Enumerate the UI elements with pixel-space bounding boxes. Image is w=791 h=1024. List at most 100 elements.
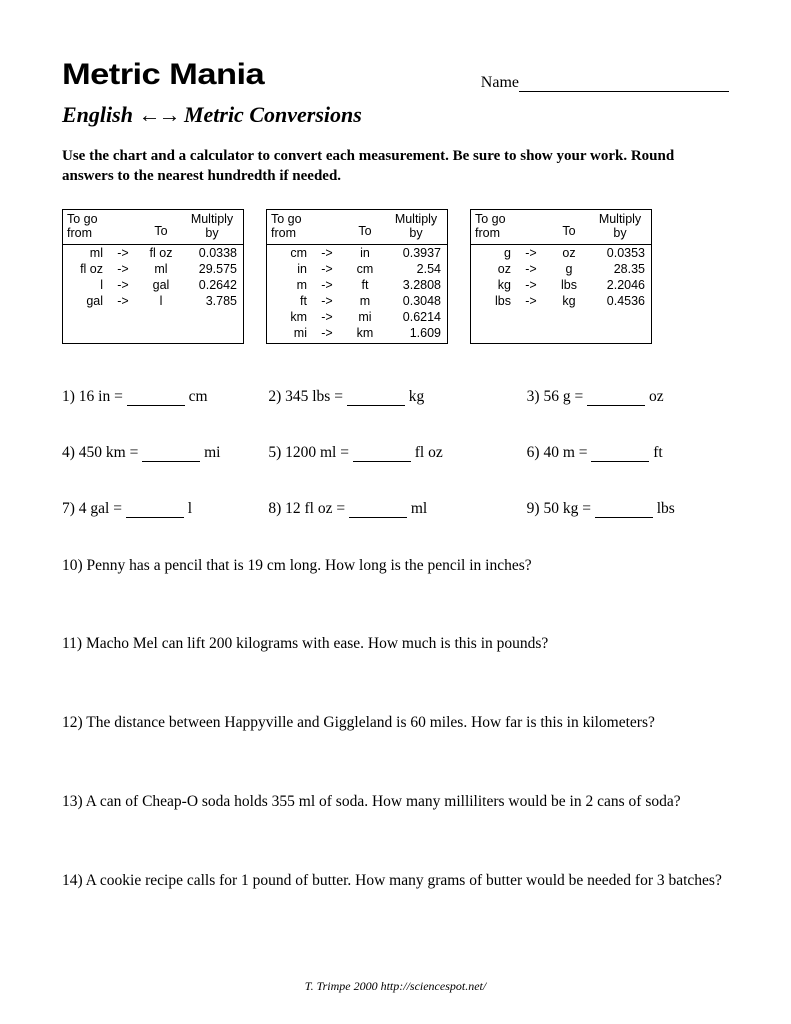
- problem: 8) 12 fl oz = ml: [264, 500, 470, 518]
- chart-row: km->mi0.6214: [267, 309, 447, 325]
- to-unit: gal: [139, 277, 183, 293]
- multiplier: 3.785: [183, 293, 243, 309]
- chart-row: l->gal0.2642: [63, 277, 243, 293]
- word-problem: 10) Penny has a pencil that is 19 cm lon…: [62, 556, 729, 577]
- worksheet-page: Metric Mania Name English ←→ Metric Conv…: [0, 0, 791, 1024]
- chart-row: in->cm2.54: [267, 261, 447, 277]
- to-unit: g: [547, 261, 591, 277]
- arrow-icon: ->: [107, 277, 139, 293]
- chart-row: kg->lbs2.2046: [471, 277, 651, 293]
- from-unit: l: [63, 277, 107, 293]
- multiplier: 2.54: [387, 261, 447, 277]
- problem: 6) 40 m = ft: [471, 444, 729, 462]
- chart-head-from: To gofrom: [471, 210, 515, 244]
- to-unit: ft: [343, 277, 387, 293]
- multiplier: 0.4536: [591, 293, 651, 309]
- from-unit: cm: [267, 245, 311, 261]
- arrow-icon: ->: [311, 309, 343, 325]
- arrow-icon: ->: [515, 277, 547, 293]
- from-unit: ft: [267, 293, 311, 309]
- problem: 2) 345 lbs = kg: [264, 388, 470, 406]
- arrow-icon: ->: [311, 325, 343, 341]
- short-problems: 1) 16 in = cm2) 345 lbs = kg3) 56 g = oz…: [62, 388, 729, 518]
- from-unit: ml: [63, 245, 107, 261]
- subtitle-right: Metric Conversions: [184, 102, 362, 127]
- logo-title: Metric Mania: [62, 58, 264, 92]
- from-unit: km: [267, 309, 311, 325]
- problem: 1) 16 in = cm: [62, 388, 264, 406]
- answer-blank: [595, 503, 653, 518]
- answer-blank: [349, 503, 407, 518]
- subtitle: English ←→ Metric Conversions: [62, 102, 729, 128]
- from-unit: m: [267, 277, 311, 293]
- to-unit: km: [343, 325, 387, 341]
- multiplier: 0.6214: [387, 309, 447, 325]
- multiplier: 0.2642: [183, 277, 243, 293]
- problem: 5) 1200 ml = fl oz: [264, 444, 470, 462]
- chart-row: m->ft3.2808: [267, 277, 447, 293]
- arrow-icon: ->: [107, 293, 139, 309]
- from-unit: kg: [471, 277, 515, 293]
- chart-head-to: To: [139, 210, 183, 244]
- arrow-icon: ->: [311, 293, 343, 309]
- conversion-chart: To gofromToMultiplybycm->in0.3937in->cm2…: [266, 209, 448, 344]
- problem: 4) 450 km = mi: [62, 444, 264, 462]
- header: Metric Mania Name: [62, 58, 729, 92]
- to-unit: mi: [343, 309, 387, 325]
- name-label: Name: [481, 74, 519, 91]
- to-unit: ml: [139, 261, 183, 277]
- multiplier: 28.35: [591, 261, 651, 277]
- chart-row: lbs->kg0.4536: [471, 293, 651, 309]
- to-unit: lbs: [547, 277, 591, 293]
- multiplier: 0.0338: [183, 245, 243, 261]
- from-unit: mi: [267, 325, 311, 341]
- arrow-icon: ->: [107, 245, 139, 261]
- chart-row: fl oz->ml29.575: [63, 261, 243, 277]
- answer-blank: [127, 391, 185, 406]
- chart-head-from: To gofrom: [267, 210, 311, 244]
- chart-row: cm->in0.3937: [267, 245, 447, 261]
- arrow-icon: ->: [311, 245, 343, 261]
- answer-blank: [126, 503, 184, 518]
- problem: 7) 4 gal = l: [62, 500, 264, 518]
- chart-row: gal->l3.785: [63, 293, 243, 309]
- word-problem: 12) The distance between Happyville and …: [62, 713, 729, 734]
- chart-row: g->oz0.0353: [471, 245, 651, 261]
- name-field: Name: [481, 74, 729, 92]
- multiplier: 0.3937: [387, 245, 447, 261]
- conversion-chart: To gofromToMultiplybyml->fl oz0.0338fl o…: [62, 209, 244, 344]
- from-unit: fl oz: [63, 261, 107, 277]
- word-problem: 14) A cookie recipe calls for 1 pound of…: [62, 871, 729, 892]
- to-unit: cm: [343, 261, 387, 277]
- chart-head-mult: Multiplyby: [591, 210, 649, 244]
- from-unit: gal: [63, 293, 107, 309]
- chart-row: oz->g28.35: [471, 261, 651, 277]
- to-unit: l: [139, 293, 183, 309]
- conversion-chart: To gofrom ToMultiplybyg->oz0.0353oz->g28.…: [470, 209, 652, 344]
- to-unit: m: [343, 293, 387, 309]
- problem-row: 7) 4 gal = l8) 12 fl oz = ml9) 50 kg = l…: [62, 500, 729, 518]
- answer-blank: [591, 447, 649, 462]
- chart-head-to: To: [547, 210, 591, 244]
- chart-head-from: To gofrom: [63, 210, 107, 244]
- arrow-icon: ->: [515, 245, 547, 261]
- chart-head-mult: Multiplyby: [387, 210, 445, 244]
- subtitle-left: English: [62, 102, 133, 127]
- chart-row: ml->fl oz0.0338: [63, 245, 243, 261]
- to-unit: fl oz: [139, 245, 183, 261]
- answer-blank: [347, 391, 405, 406]
- problem-row: 4) 450 km = mi5) 1200 ml = fl oz6) 40 m …: [62, 444, 729, 462]
- from-unit: g: [471, 245, 515, 261]
- answer-blank: [587, 391, 645, 406]
- from-unit: in: [267, 261, 311, 277]
- arrow-icon: ->: [515, 261, 547, 277]
- word-problem: 13) A can of Cheap-O soda holds 355 ml o…: [62, 792, 729, 813]
- arrow-icon: ->: [311, 277, 343, 293]
- multiplier: 0.3048: [387, 293, 447, 309]
- multiplier: 29.575: [183, 261, 243, 277]
- word-problems: 10) Penny has a pencil that is 19 cm lon…: [62, 556, 729, 893]
- problem-row: 1) 16 in = cm2) 345 lbs = kg3) 56 g = oz: [62, 388, 729, 406]
- instructions: Use the chart and a calculator to conver…: [62, 146, 729, 187]
- multiplier: 2.2046: [591, 277, 651, 293]
- footer-credit: T. Trimpe 2000 http://sciencespot.net/: [0, 979, 791, 994]
